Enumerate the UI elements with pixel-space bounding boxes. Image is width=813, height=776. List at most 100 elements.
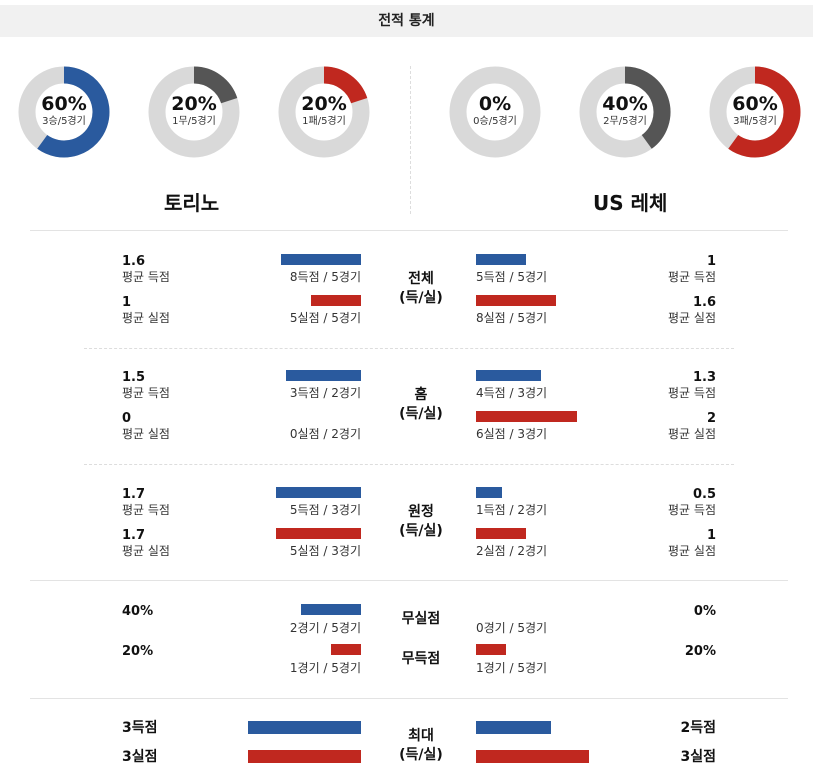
- away-overall-conceded: 1.6: [692, 295, 716, 310]
- home-win-donut: 60% 3승/5경기: [18, 66, 110, 158]
- donut-arc: [728, 66, 801, 158]
- overall-subtitle: (득/실): [399, 290, 443, 306]
- avg-scored-label: 평균 득점: [668, 386, 716, 400]
- away-max-scored-bar: [476, 721, 551, 734]
- home-nogoal-caption: 1경기 / 5경기: [289, 661, 361, 675]
- away-awaygames-scored-caption: 1득점 / 2경기: [476, 503, 548, 517]
- awaygames-subtitle: (득/실): [399, 523, 443, 539]
- home-homegames-scored-caption: 3득점 / 2경기: [289, 386, 361, 400]
- away-homegames-scored-caption: 4득점 / 3경기: [476, 386, 548, 400]
- home-overall-conceded-bar: [311, 295, 361, 306]
- home-awaygames-scored: 1.7: [122, 487, 146, 502]
- donut-percent: 60%: [41, 93, 87, 115]
- home-nogoal-bar: [331, 644, 361, 655]
- away-draw-donut: 40% 2무/5경기: [579, 66, 671, 158]
- divider: [84, 464, 734, 465]
- home-overall-conceded: 1: [122, 295, 132, 310]
- avg-scored-label: 평균 득점: [122, 270, 170, 284]
- donut-caption: 3패/5경기: [733, 116, 777, 127]
- away-overall-conceded-bar: [476, 295, 556, 306]
- away-awaygames-conceded-bar: [476, 528, 526, 539]
- home-overall-scored-caption: 8득점 / 5경기: [289, 270, 361, 284]
- cleansheet-title: 무실점: [401, 611, 441, 627]
- home-team-name: 토리노: [164, 191, 220, 215]
- away-awaygames-scored-bar: [476, 487, 502, 498]
- avg-scored-label: 평균 득점: [122, 503, 170, 517]
- donut-caption: 2무/5경기: [603, 116, 647, 127]
- away-team-name: US 레체: [593, 191, 668, 215]
- home-homegames-scored: 1.5: [122, 370, 146, 385]
- away-nogoal-pct: 20%: [684, 644, 716, 659]
- donut-percent: 0%: [478, 93, 512, 115]
- donut-arc: [193, 66, 238, 104]
- home-awaygames-conceded: 1.7: [122, 528, 146, 543]
- avg-conceded-label: 평균 실점: [668, 544, 716, 558]
- donut-caption: 1패/5경기: [302, 116, 346, 127]
- section-header: 전적 통계: [0, 5, 813, 37]
- homegames-title: 홈: [414, 387, 428, 403]
- away-loss-donut: 60% 3패/5경기: [709, 66, 801, 158]
- donut-percent: 20%: [171, 93, 217, 115]
- away-nogoal-caption: 1경기 / 5경기: [476, 661, 548, 675]
- max-subtitle: (득/실): [399, 747, 443, 763]
- divider: [30, 230, 788, 231]
- avg-conceded-label: 평균 실점: [122, 311, 170, 325]
- donut-percent: 40%: [602, 93, 648, 115]
- home-homegames-conceded: 0: [122, 411, 132, 426]
- away-overall-conceded-caption: 8실점 / 5경기: [476, 311, 548, 325]
- away-win-donut: 0% 0승/5경기: [449, 66, 541, 158]
- away-homegames-scored-bar: [476, 370, 541, 381]
- donut-caption: 3승/5경기: [42, 116, 86, 127]
- home-loss-donut: 20% 1패/5경기: [278, 66, 370, 158]
- home-homegames-conceded-caption: 0실점 / 2경기: [289, 427, 361, 441]
- avg-conceded-label: 평균 실점: [668, 311, 716, 325]
- away-homegames-conceded-bar: [476, 411, 577, 422]
- donut-percent: 20%: [301, 93, 347, 115]
- home-max-conceded: 3실점: [122, 749, 158, 765]
- team-divider: [410, 66, 411, 214]
- home-overall-conceded-caption: 5실점 / 5경기: [289, 311, 361, 325]
- avg-scored-label: 평균 득점: [122, 386, 170, 400]
- avg-conceded-label: 평균 실점: [668, 427, 716, 441]
- donut-arc: [323, 66, 368, 104]
- overall-title: 전체: [408, 271, 434, 287]
- donut-arc: [37, 66, 110, 158]
- avg-conceded-label: 평균 실점: [122, 427, 170, 441]
- away-awaygames-conceded-caption: 2실점 / 2경기: [476, 544, 548, 558]
- away-cleansheet-pct: 0%: [693, 604, 716, 619]
- home-awaygames-scored-bar: [276, 487, 361, 498]
- donut-caption: 1무/5경기: [172, 116, 216, 127]
- away-overall-scored-bar: [476, 254, 526, 265]
- home-draw-donut: 20% 1무/5경기: [148, 66, 240, 158]
- home-overall-scored-bar: [281, 254, 361, 265]
- away-homegames-conceded-caption: 6실점 / 3경기: [476, 427, 548, 441]
- avg-scored-label: 평균 득점: [668, 503, 716, 517]
- home-nogoal-pct: 20%: [122, 644, 154, 659]
- home-max-scored: 3득점: [122, 720, 158, 736]
- divider: [30, 698, 788, 699]
- away-awaygames-scored: 0.5: [692, 487, 716, 502]
- away-awaygames-conceded: 1: [706, 528, 716, 543]
- home-awaygames-scored-caption: 5득점 / 3경기: [289, 503, 361, 517]
- max-title: 최대: [408, 728, 434, 744]
- away-homegames-scored: 1.3: [692, 370, 716, 385]
- avg-scored-label: 평균 득점: [668, 270, 716, 284]
- home-cleansheet-bar: [301, 604, 361, 615]
- donut-percent: 60%: [732, 93, 778, 115]
- away-overall-scored: 1: [706, 254, 716, 269]
- away-overall-scored-caption: 5득점 / 5경기: [476, 270, 548, 284]
- home-homegames-scored-bar: [286, 370, 361, 381]
- donut-arc: [624, 66, 671, 149]
- avg-conceded-label: 평균 실점: [122, 544, 170, 558]
- nogoal-title: 무득점: [401, 651, 441, 667]
- home-cleansheet-pct: 40%: [122, 604, 154, 619]
- home-cleansheet-caption: 2경기 / 5경기: [289, 621, 361, 635]
- awaygames-title: 원정: [408, 504, 434, 520]
- home-awaygames-conceded-bar: [276, 528, 361, 539]
- homegames-subtitle: (득/실): [399, 406, 443, 422]
- away-max-conceded-bar: [476, 750, 589, 763]
- home-awaygames-conceded-caption: 5실점 / 3경기: [289, 544, 361, 558]
- donut-caption: 0승/5경기: [473, 116, 517, 127]
- home-max-scored-bar: [248, 721, 361, 734]
- home-overall-scored: 1.6: [122, 254, 146, 269]
